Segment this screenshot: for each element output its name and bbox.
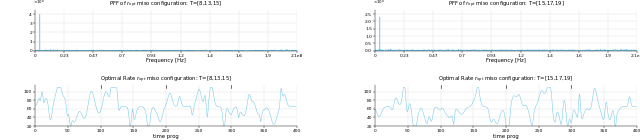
Title: Optimal Rate $r_{opt}$ miso configuration: T=[8,13,15]: Optimal Rate $r_{opt}$ miso configuratio… [100,75,232,85]
X-axis label: Frequency [Hz]: Frequency [Hz] [146,59,186,63]
Title: PFF of $r_{opt}$ miso configuration: T=[15,17,19]: PFF of $r_{opt}$ miso configuration: T=[… [447,0,564,10]
Title: PFF of $r_{opt}$ miso configuration: T=[8,13,15]: PFF of $r_{opt}$ miso configuration: T=[… [109,0,223,10]
X-axis label: time prog: time prog [153,134,179,139]
X-axis label: time prog: time prog [493,134,519,139]
Text: $\times10^8$: $\times10^8$ [33,0,45,7]
X-axis label: Frequency [Hz]: Frequency [Hz] [486,59,526,63]
Text: $\times10^8$: $\times10^8$ [372,0,385,7]
Title: Optimal Rate $r_{opt}$ miso configuration: T=[15,17,19]: Optimal Rate $r_{opt}$ miso configuratio… [438,75,573,85]
